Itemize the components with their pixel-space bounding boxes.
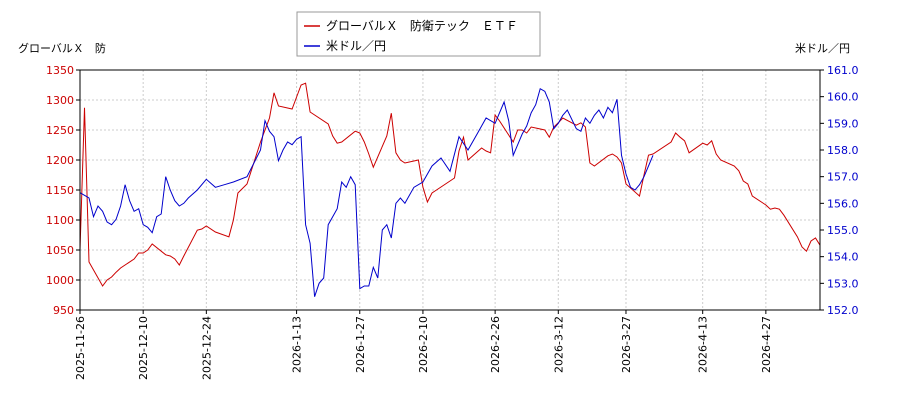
right-tick-label: 161.0 <box>827 64 859 77</box>
legend: グローバルＸ 防衛テック ＥＴＦ 米ドル／円 <box>296 11 541 57</box>
grid-lines <box>79 69 820 311</box>
left-tick-label: 1350 <box>46 64 74 77</box>
right-tick-label: 158.0 <box>827 144 859 157</box>
left-axis-ticks: 950 1000 1050 1100 1150 1200 1250 1300 1350 <box>46 64 80 317</box>
right-tick-label: 156.0 <box>827 197 859 210</box>
left-tick-label: 1000 <box>46 274 74 287</box>
series-layer <box>79 82 821 297</box>
x-tick-label: 2026-1-13 <box>291 316 304 373</box>
x-axis-ticks: 2025-11-26 2025-12-10 2025-12-24 2026-1-13 2… <box>74 310 773 380</box>
x-tick-label: 2026-4-27 <box>760 316 773 373</box>
x-tick-label: 2026-3-27 <box>620 316 633 373</box>
x-tick-label: 2026-4-13 <box>697 316 710 373</box>
right-tick-label: 157.0 <box>827 171 859 184</box>
y-axis-left-label: グローバルＸ 防 <box>18 41 106 55</box>
legend-box <box>296 11 541 57</box>
y-axis-right-label: 米ドル／円 <box>795 42 850 55</box>
x-tick-label: 2025-12-10 <box>137 316 150 380</box>
x-tick-label: 2026-3-12 <box>552 316 565 373</box>
right-tick-label: 153.0 <box>827 277 859 290</box>
legend-label-series-1: グローバルＸ 防衛テック ＥＴＦ <box>326 18 518 33</box>
left-tick-label: 1150 <box>46 184 74 197</box>
x-tick-label: 2025-12-24 <box>200 316 213 380</box>
series-line-2 <box>79 87 654 297</box>
right-axis-ticks: 152.0 153.0 154.0 155.0 156.0 157.0 158.0 159.0… <box>820 64 859 317</box>
left-tick-label: 1300 <box>46 94 74 107</box>
plot-frame <box>79 69 821 311</box>
left-tick-label: 1050 <box>46 244 74 257</box>
right-tick-label: 159.0 <box>827 117 859 130</box>
x-tick-label: 2026-2-26 <box>489 316 502 373</box>
left-tick-label: 1100 <box>46 214 74 227</box>
x-tick-label: 2026-1-27 <box>354 316 367 373</box>
left-tick-label: 950 <box>53 304 74 317</box>
right-tick-label: 154.0 <box>827 251 859 264</box>
right-tick-label: 155.0 <box>827 224 859 237</box>
series-line-1 <box>79 82 821 287</box>
x-tick-label: 2025-11-26 <box>74 316 87 380</box>
left-tick-label: 1200 <box>46 154 74 167</box>
right-tick-label: 152.0 <box>827 304 859 317</box>
left-tick-label: 1250 <box>46 124 74 137</box>
legend-label-series-2: 米ドル／円 <box>326 39 386 53</box>
right-tick-label: 160.0 <box>827 91 859 104</box>
x-tick-label: 2026-2-10 <box>417 316 430 373</box>
